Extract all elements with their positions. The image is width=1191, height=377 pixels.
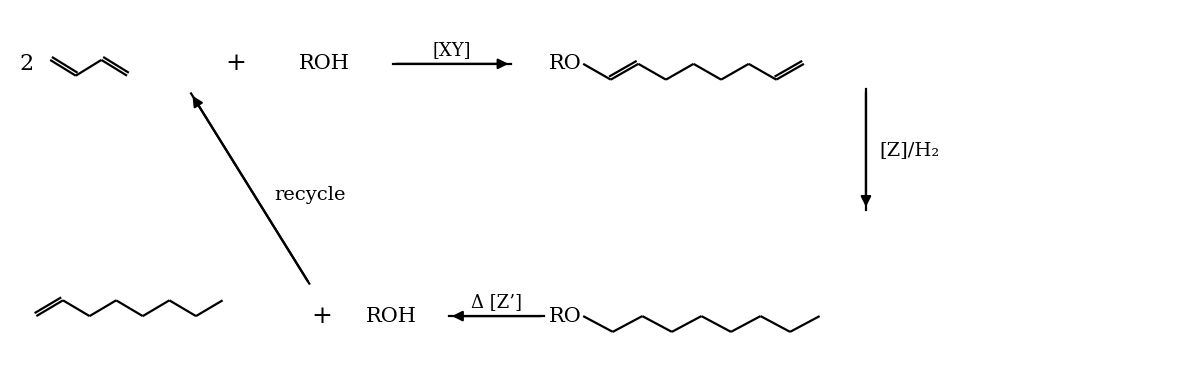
Text: [Z]/H₂: [Z]/H₂ xyxy=(880,141,940,159)
Text: ROH: ROH xyxy=(366,307,417,326)
Text: +: + xyxy=(225,52,245,75)
Text: [XY]: [XY] xyxy=(432,41,472,59)
Text: Δ [Z’]: Δ [Z’] xyxy=(470,293,522,311)
Text: RO: RO xyxy=(549,307,581,326)
Text: ROH: ROH xyxy=(299,54,349,74)
Text: +: + xyxy=(312,305,332,328)
Text: RO: RO xyxy=(549,54,581,74)
Text: recycle: recycle xyxy=(275,186,347,204)
Text: 2: 2 xyxy=(19,53,33,75)
